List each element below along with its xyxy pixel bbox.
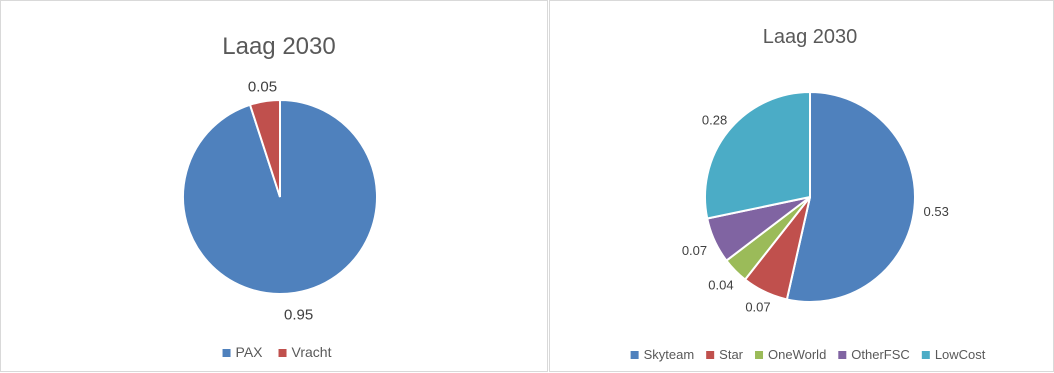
legend: Skyteam Star OneWorld OtherFSC LowCost [630, 347, 986, 362]
data-label-pax: 0.95 [284, 307, 313, 324]
legend-label-oneworld: OneWorld [768, 347, 826, 362]
data-label-skyteam: 0.53 [924, 204, 949, 219]
legend-label-vracht: Vracht [292, 344, 332, 360]
legend-swatch-vracht [278, 349, 287, 357]
pie-slice-lowcost [704, 90, 811, 220]
pie-chart-right: Laag 2030 0.53 0.07 0.04 0.07 0.28 Skyteam Star… [630, 26, 986, 362]
data-label-star: 0.07 [745, 299, 770, 314]
pie-chart-left: Laag 2030 0.95 0.05 PAX Vracht [182, 33, 378, 360]
legend-swatch-oneworld [755, 351, 764, 359]
pie-slice-skyteam [785, 90, 916, 303]
chart-title: Laag 2030 [763, 26, 858, 48]
data-label-otherfsc: 0.07 [682, 243, 707, 258]
legend: PAX Vracht [222, 344, 332, 360]
legend-label-otherfsc: OtherFSC [851, 347, 910, 362]
data-label-oneworld: 0.04 [708, 278, 733, 293]
legend-label-skyteam: Skyteam [644, 347, 695, 362]
data-label-lowcost: 0.28 [702, 112, 727, 127]
chart-title: Laag 2030 [222, 33, 335, 60]
legend-label-pax: PAX [236, 344, 264, 360]
legend-label-star: Star [719, 347, 744, 362]
legend-swatch-otherfsc [838, 351, 847, 359]
legend-swatch-star [706, 351, 715, 359]
legend-swatch-lowcost [921, 351, 930, 359]
chart-panel-left: Laag 2030 0.95 0.05 PAX Vracht [0, 0, 548, 372]
data-label-vracht: 0.05 [248, 78, 277, 95]
pie-slice-vracht [248, 98, 281, 198]
legend-swatch-skyteam [630, 351, 639, 359]
legend-swatch-pax [222, 349, 231, 357]
chart-panel-right: Laag 2030 0.53 0.07 0.04 0.07 0.28 Skyteam Star… [549, 0, 1054, 372]
legend-label-lowcost: LowCost [935, 347, 986, 362]
